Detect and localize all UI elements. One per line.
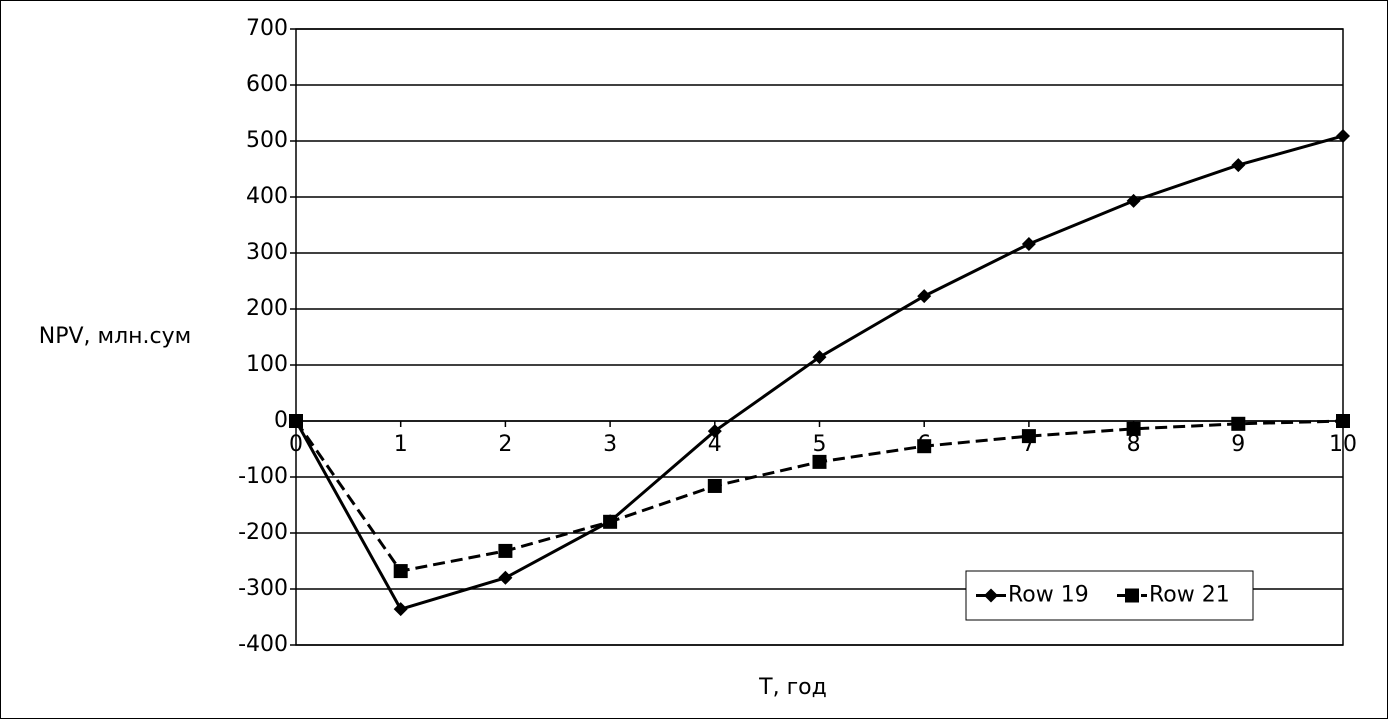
data-point — [1231, 158, 1246, 173]
data-point — [393, 602, 408, 617]
y-tick-label: 700 — [246, 16, 288, 41]
data-point — [707, 478, 722, 493]
y-axis-label: NPV, млн.сум — [39, 324, 192, 349]
y-tick-label: -200 — [238, 520, 288, 545]
data-point — [1126, 193, 1141, 208]
legend-marker — [984, 588, 998, 603]
x-tick-label: 5 — [813, 432, 827, 457]
legend-label: Row 21 — [1149, 583, 1230, 608]
x-tick-label: 9 — [1231, 432, 1245, 457]
data-point — [1231, 416, 1246, 431]
y-tick-label: 500 — [246, 128, 288, 153]
data-point — [498, 543, 513, 558]
y-tick-label: -100 — [238, 464, 288, 489]
y-tick-label: 0 — [274, 408, 288, 433]
x-tick-label: 4 — [708, 432, 722, 457]
data-point — [917, 289, 932, 304]
data-point — [1021, 429, 1036, 444]
data-point — [1336, 414, 1350, 428]
y-tick-label: 100 — [246, 352, 288, 377]
data-point — [917, 439, 932, 454]
y-tick-label: -300 — [238, 576, 288, 601]
y-tick-label: -400 — [238, 632, 288, 657]
data-point — [603, 514, 618, 529]
data-point — [289, 414, 303, 428]
data-point — [1336, 128, 1350, 143]
data-point — [707, 424, 722, 439]
y-tick-label: 200 — [246, 296, 288, 321]
legend-label: Row 19 — [1008, 583, 1089, 608]
data-point — [812, 350, 827, 365]
x-tick-label: 3 — [603, 432, 617, 457]
x-tick-label: 2 — [498, 432, 512, 457]
plot-area — [295, 28, 1344, 646]
x-axis-label: T, год — [758, 675, 827, 700]
y-tick-label: 400 — [246, 184, 288, 209]
data-point — [1021, 237, 1036, 252]
x-tick-label: 0 — [289, 432, 303, 457]
x-tick-label: 8 — [1127, 432, 1141, 457]
data-point — [1126, 421, 1141, 436]
x-tick-label: 10 — [1329, 432, 1357, 457]
data-point — [812, 454, 827, 469]
data-point — [393, 564, 408, 579]
y-tick-label: 300 — [246, 240, 288, 265]
legend-marker — [1125, 588, 1139, 603]
y-tick-label: 600 — [246, 72, 288, 97]
legend — [965, 570, 1254, 621]
data-point — [498, 570, 513, 585]
x-tick-label: 1 — [394, 432, 408, 457]
